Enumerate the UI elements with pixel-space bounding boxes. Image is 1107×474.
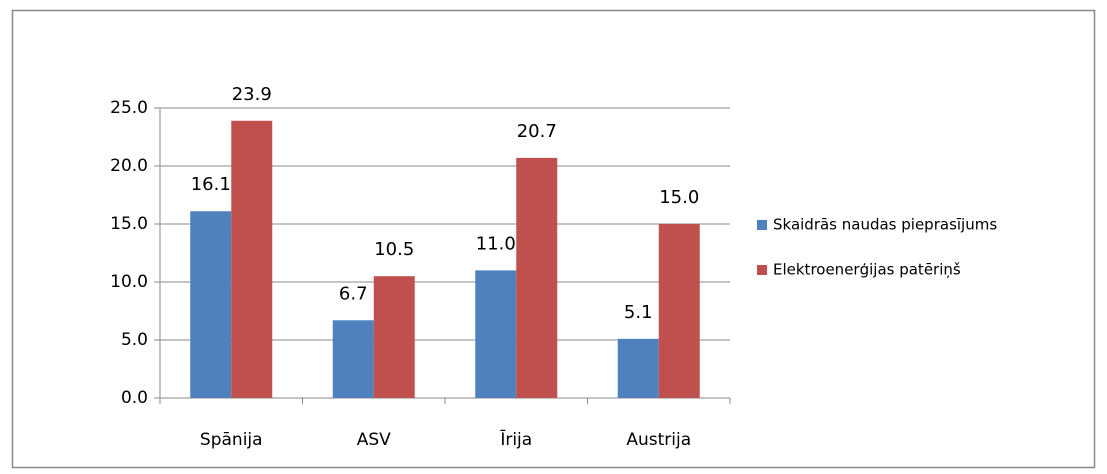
data-label: 6.7 bbox=[339, 283, 368, 304]
bar bbox=[190, 211, 232, 398]
bar bbox=[617, 338, 659, 398]
y-tick-label: 10.0 bbox=[110, 272, 148, 292]
data-label: 10.5 bbox=[374, 239, 414, 260]
bar bbox=[516, 157, 558, 398]
y-tick-label: 25.0 bbox=[110, 98, 148, 118]
x-tick-label: ASV bbox=[357, 430, 391, 450]
bar bbox=[658, 224, 700, 398]
x-tick-label: Austrija bbox=[626, 430, 691, 450]
y-tick-label: 0.0 bbox=[121, 388, 148, 408]
legend-swatch bbox=[757, 220, 767, 230]
data-label: 20.7 bbox=[517, 121, 557, 142]
bar bbox=[332, 320, 374, 398]
legend-label: Elektroenerģijas patēriņš bbox=[773, 261, 961, 279]
legend-swatch bbox=[757, 265, 767, 275]
bar bbox=[231, 120, 273, 398]
bar bbox=[373, 276, 415, 398]
data-label: 23.9 bbox=[232, 84, 272, 105]
bar bbox=[475, 270, 517, 398]
x-tick-label: Īrija bbox=[500, 428, 532, 450]
x-tick-label: Spānija bbox=[200, 430, 263, 450]
data-label: 11.0 bbox=[476, 233, 516, 254]
data-label: 15.0 bbox=[659, 187, 699, 208]
y-tick-label: 20.0 bbox=[110, 156, 148, 176]
legend-label: Skaidrās naudas pieprasījums bbox=[773, 216, 997, 234]
y-tick-label: 15.0 bbox=[110, 214, 148, 234]
y-tick-label: 5.0 bbox=[121, 330, 148, 350]
data-label: 16.1 bbox=[191, 174, 231, 195]
data-label: 5.1 bbox=[624, 302, 653, 323]
